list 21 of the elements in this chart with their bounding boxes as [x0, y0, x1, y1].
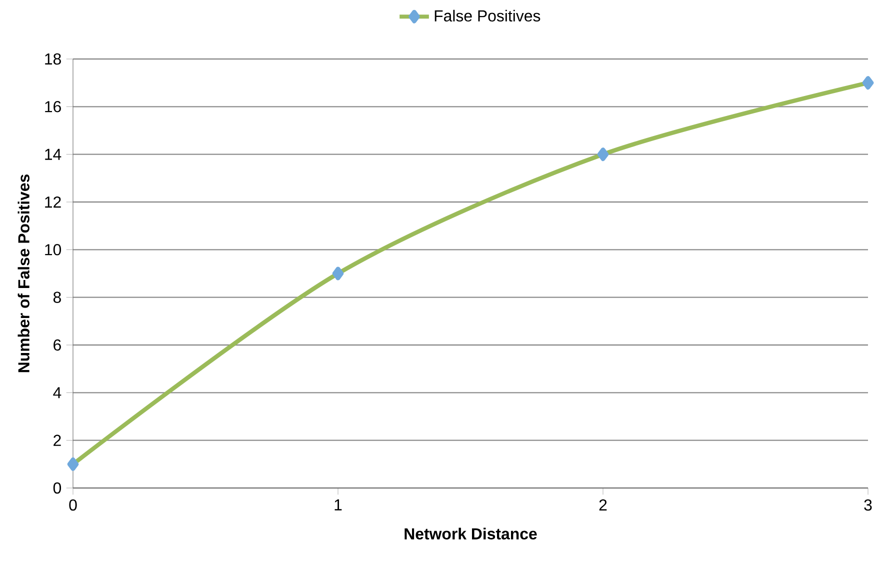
point: [862, 76, 874, 90]
y-tick-label: 8: [53, 292, 61, 303]
y-tick-label: 12: [45, 196, 61, 208]
y-tick-label: 2: [54, 434, 61, 446]
point: [67, 457, 79, 471]
x-tick-label: 0: [69, 499, 77, 511]
point: [597, 148, 609, 162]
y-tick-label: 10: [45, 244, 62, 256]
x-axis-title: Network Distance: [404, 528, 537, 540]
x-tick-label: 3: [864, 499, 872, 511]
x-tick-label: 1: [334, 499, 342, 510]
y-tick-label: 14: [45, 148, 62, 160]
legend-label: False Positives: [434, 10, 540, 22]
y-tick-label: 6: [54, 339, 61, 351]
y-tick-label: 4: [53, 387, 62, 398]
x-tick-label: 2: [599, 499, 607, 510]
y-tick-label: 18: [45, 53, 61, 65]
point: [332, 266, 344, 280]
y-axis-title: Number of False Positives: [18, 174, 30, 372]
y-tick-label: 0: [53, 482, 62, 494]
y-tick-label: 16: [45, 101, 61, 112]
